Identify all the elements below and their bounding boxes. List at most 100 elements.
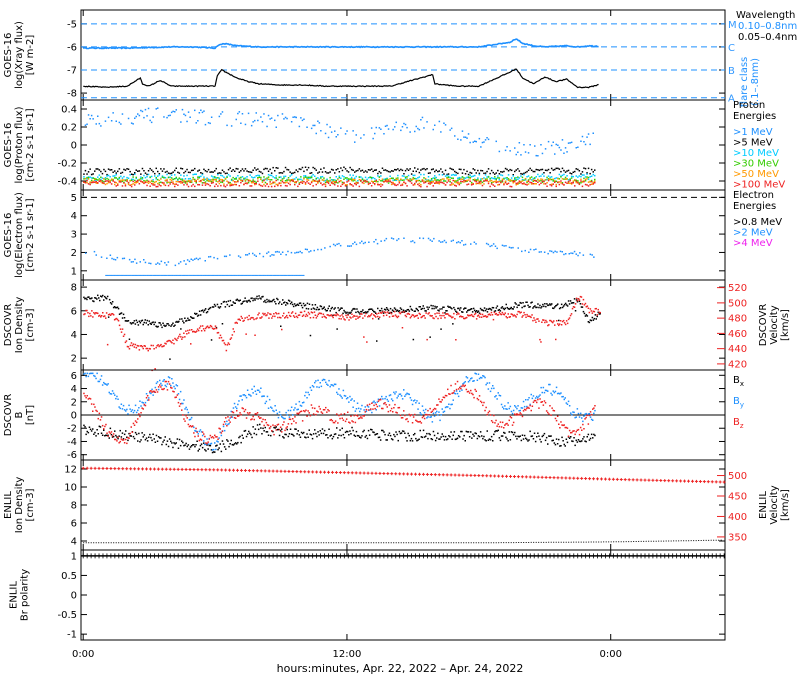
- electron-point: [392, 238, 395, 240]
- proton-point: [257, 168, 259, 170]
- b-component-point: [172, 382, 174, 384]
- proton-point: [303, 177, 305, 179]
- density-point: [523, 305, 525, 308]
- electron-baseline-point: [275, 274, 277, 276]
- velocity-point: [294, 312, 297, 315]
- b-component-point: [206, 438, 208, 440]
- density-point: [120, 312, 123, 314]
- b-component-point: [270, 425, 272, 428]
- proton-point: [326, 179, 328, 182]
- proton-point: [440, 179, 442, 182]
- proton-point: [417, 179, 419, 182]
- proton-point: [212, 181, 214, 184]
- proton-point: [220, 174, 222, 177]
- density-point: [395, 310, 398, 312]
- proton-point: [437, 181, 439, 183]
- density-point: [531, 301, 533, 303]
- proton-point: [207, 168, 210, 171]
- proton-point: [447, 175, 450, 177]
- velocity-point: [509, 316, 511, 318]
- proton-point: [495, 140, 497, 143]
- proton-point: [354, 179, 356, 181]
- proton-point: [307, 177, 310, 180]
- density-point: [106, 295, 109, 298]
- b-component-point: [309, 386, 312, 389]
- b-component-point: [152, 433, 154, 435]
- b-component-point: [106, 432, 108, 434]
- b-component-point: [438, 411, 440, 413]
- velocity-point: [312, 316, 315, 319]
- b-component-point: [325, 434, 327, 436]
- b-component-point: [238, 414, 240, 417]
- b-component-point: [122, 438, 125, 440]
- b-component-point: [530, 393, 532, 396]
- b-component-point: [194, 435, 196, 438]
- b-component-point: [416, 400, 418, 402]
- velocity-point: [444, 317, 446, 319]
- b-component-point: [441, 408, 443, 410]
- b-component-point: [174, 396, 176, 399]
- proton-point: [240, 179, 242, 182]
- proton-point: [321, 184, 324, 186]
- velocity-point: [207, 326, 210, 329]
- proton-point: [534, 170, 536, 173]
- b-component-point: [95, 409, 97, 412]
- b-component-point: [109, 427, 112, 430]
- proton-point: [509, 168, 511, 171]
- proton-point: [280, 184, 282, 187]
- b-component-point: [430, 416, 432, 418]
- proton-point: [127, 168, 130, 170]
- velocity-point: [464, 317, 466, 320]
- density-point: [467, 309, 470, 311]
- velocity-point: [301, 315, 304, 317]
- proton-point: [535, 168, 537, 171]
- b-component-point: [230, 439, 232, 442]
- velocity-point: [445, 313, 447, 315]
- density-point: [145, 322, 147, 324]
- velocity-point: [471, 315, 474, 317]
- proton-point: [263, 113, 265, 115]
- proton-point: [330, 131, 333, 133]
- electron-point: [456, 241, 458, 244]
- electron-point: [591, 254, 593, 256]
- b-component-point: [375, 409, 377, 411]
- density-point: [182, 320, 184, 322]
- proton-point: [343, 181, 345, 184]
- proton-point: [86, 182, 88, 184]
- density-point: [500, 307, 503, 309]
- proton-point: [461, 176, 464, 178]
- electron-point: [192, 259, 194, 261]
- b-component-point: [321, 428, 324, 430]
- proton-point: [98, 122, 101, 125]
- density-point: [116, 306, 119, 308]
- proton-point: [86, 180, 88, 182]
- velocity-point: [324, 316, 326, 318]
- proton-point: [558, 181, 561, 183]
- proton-point: [281, 180, 284, 183]
- velocity-point: [98, 315, 100, 317]
- density-point: [549, 303, 551, 305]
- b-component-point: [501, 421, 504, 424]
- b-component-point: [143, 434, 146, 436]
- proton-point: [326, 178, 328, 180]
- b-component-point: [193, 444, 195, 446]
- velocity-point: [374, 315, 376, 317]
- velocity-point: [599, 311, 601, 314]
- proton-point: [570, 173, 573, 175]
- electron-baseline-point: [301, 274, 304, 276]
- proton-point: [167, 172, 170, 174]
- proton-point: [395, 178, 397, 180]
- proton-point: [430, 168, 433, 171]
- proton-point: [349, 178, 351, 180]
- b-component-point: [422, 429, 425, 432]
- velocity-point: [158, 345, 160, 348]
- velocity-point: [541, 321, 543, 323]
- b-component-point: [275, 426, 277, 428]
- density-point: [255, 297, 257, 300]
- b-component-point: [570, 436, 572, 438]
- electron-point: [383, 239, 386, 242]
- electron-point: [109, 254, 112, 256]
- proton-point: [244, 177, 247, 179]
- proton-point: [389, 175, 391, 177]
- proton-point: [278, 182, 281, 184]
